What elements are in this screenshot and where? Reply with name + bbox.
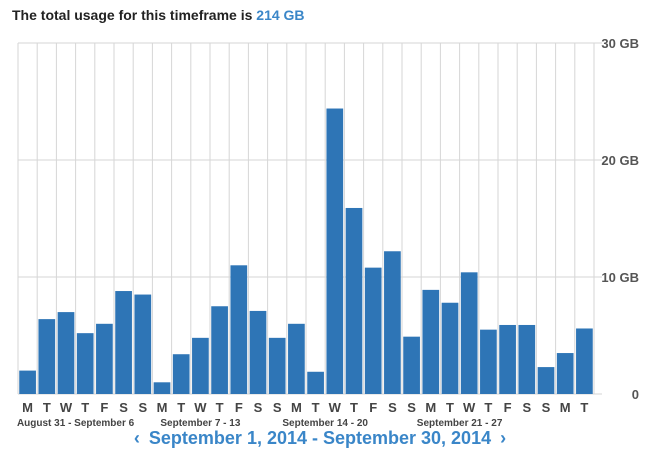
x-tick-label: T (580, 400, 588, 415)
week-range-label: September 21 - 27 (417, 418, 503, 428)
bar[interactable] (192, 337, 209, 394)
usage-total-value: 214 GB (256, 7, 305, 23)
x-tick-label: S (542, 400, 551, 415)
bar[interactable] (153, 382, 171, 394)
x-tick-label: F (369, 400, 377, 415)
bar[interactable] (134, 294, 152, 394)
bar[interactable] (460, 272, 478, 394)
usage-summary-text: The total usage for this timeframe is (12, 7, 253, 23)
bar[interactable] (576, 328, 593, 394)
x-tick-label: M (291, 400, 302, 415)
x-tick-label: W (194, 400, 207, 415)
date-range-label: September 1, 2014 - September 30, 2014 (148, 428, 492, 448)
x-tick-label: W (463, 400, 476, 415)
x-tick-label: W (60, 400, 73, 415)
bar[interactable] (518, 324, 536, 394)
bar[interactable] (288, 323, 305, 394)
x-tick-label: M (22, 400, 33, 415)
bar[interactable] (249, 310, 267, 394)
x-tick-label: S (273, 400, 282, 415)
bar[interactable] (76, 333, 94, 394)
x-tick-label: T (312, 400, 320, 415)
bar[interactable] (441, 302, 459, 394)
chevron-right-icon[interactable]: › (500, 428, 507, 448)
bar[interactable] (403, 336, 420, 394)
x-tick-label: M (157, 400, 168, 415)
x-tick-label: M (560, 400, 571, 415)
x-tick-label: T (446, 400, 454, 415)
week-range-label: September 14 - 20 (282, 418, 368, 428)
bar[interactable] (307, 371, 324, 394)
bar[interactable] (364, 267, 382, 394)
bar[interactable] (57, 312, 75, 394)
x-tick-label: S (119, 400, 128, 415)
week-range-label: August 31 - September 6 (17, 418, 135, 428)
bar[interactable] (38, 319, 56, 394)
x-tick-label: T (177, 400, 185, 415)
bar[interactable] (211, 306, 228, 394)
date-range-navigator: ‹ September 1, 2014 - September 30, 2014… (0, 428, 640, 449)
bar[interactable] (19, 370, 36, 394)
x-tick-label: S (407, 400, 416, 415)
x-tick-label: S (388, 400, 397, 415)
x-tick-label: S (254, 400, 263, 415)
bar[interactable] (345, 207, 363, 394)
bar[interactable] (172, 354, 190, 394)
bar[interactable] (268, 337, 286, 394)
chevron-left-icon[interactable]: ‹ (133, 428, 140, 448)
x-tick-label: W (329, 400, 342, 415)
bar[interactable] (326, 108, 344, 395)
bar[interactable] (556, 353, 574, 394)
bar[interactable] (499, 324, 516, 394)
y-tick-label: 20 GB (601, 153, 639, 168)
bar[interactable] (96, 323, 113, 394)
x-tick-label: M (425, 400, 436, 415)
bar[interactable] (480, 329, 497, 394)
y-tick-label: 10 GB (601, 270, 639, 285)
x-tick-label: T (484, 400, 492, 415)
bar[interactable] (422, 289, 440, 394)
bar[interactable] (384, 251, 401, 394)
x-tick-label: F (504, 400, 512, 415)
bar[interactable] (115, 291, 132, 394)
x-tick-label: T (350, 400, 358, 415)
y-tick-label: 30 GB (601, 36, 639, 51)
x-tick-label: F (100, 400, 108, 415)
x-tick-label: F (235, 400, 243, 415)
x-tick-label: T (43, 400, 51, 415)
y-tick-label: 0 (632, 387, 639, 402)
bar[interactable] (537, 367, 555, 394)
x-tick-label: T (81, 400, 89, 415)
usage-summary: The total usage for this timeframe is 21… (12, 7, 305, 23)
week-range-label: September 7 - 13 (160, 418, 240, 428)
bar[interactable] (230, 265, 248, 394)
x-tick-label: T (216, 400, 224, 415)
x-tick-label: S (138, 400, 147, 415)
x-tick-label: S (522, 400, 531, 415)
